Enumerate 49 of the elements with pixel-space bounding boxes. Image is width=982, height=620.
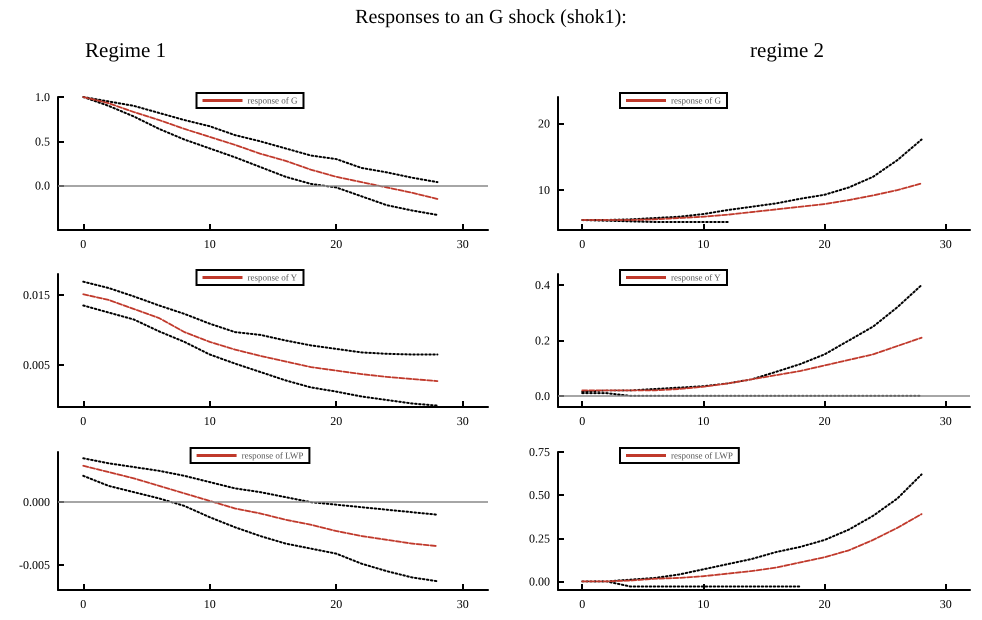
- y-tick-label: 0.75: [529, 445, 550, 459]
- y-tick-label: 20: [538, 116, 550, 131]
- legend-label: response of Y: [248, 272, 298, 282]
- y-tick-label: 1.0: [35, 90, 50, 104]
- chart-subtitle: Regime 1: [85, 38, 166, 63]
- x-tick-label: 30: [940, 597, 952, 611]
- y-tick-label: 0.25: [529, 531, 550, 546]
- x-tick-label: 10: [697, 597, 710, 611]
- x-tick-label: 10: [697, 414, 710, 428]
- x-tick-label: 10: [204, 597, 216, 611]
- x-tick-label: 10: [204, 414, 216, 428]
- y-tick-label: 10: [538, 183, 550, 198]
- x-tick-label: 30: [456, 237, 469, 251]
- legend-label: response of LWP: [671, 450, 733, 460]
- x-tick-label: 0: [579, 414, 586, 428]
- chart-title: Responses to an G shock (shok1):: [354, 6, 628, 29]
- x-tick-label: 20: [330, 597, 342, 611]
- y-tick-label: 0.0: [535, 388, 550, 403]
- x-tick-label: 20: [330, 237, 342, 251]
- x-tick-label: 10: [697, 237, 710, 251]
- legend-label: response of G: [671, 96, 722, 106]
- x-tick-label: 0: [80, 414, 86, 428]
- chart-subtitle: regime 2: [750, 38, 824, 63]
- y-tick-label: 0.2: [535, 334, 550, 348]
- y-tick-label: 0.005: [23, 358, 50, 372]
- x-tick-label: 0: [80, 597, 86, 611]
- legend-label: response of LWP: [242, 450, 304, 460]
- x-tick-label: 20: [818, 414, 831, 428]
- x-tick-label: 0: [579, 237, 586, 251]
- y-tick-label: 0.015: [23, 288, 50, 302]
- legend-label: response of Y: [671, 272, 722, 282]
- x-tick-label: 0: [579, 597, 586, 611]
- x-tick-label: 20: [818, 237, 831, 251]
- y-tick-label: -0.005: [19, 558, 50, 572]
- y-tick-label: 0.5: [35, 134, 50, 148]
- y-tick-label: 0.4: [535, 278, 550, 292]
- y-tick-label: 0.0: [35, 178, 50, 193]
- x-tick-label: 30: [940, 414, 952, 428]
- y-tick-label: 0.50: [529, 488, 550, 502]
- x-tick-label: 30: [456, 414, 469, 428]
- y-tick-label: 0.000: [23, 495, 50, 510]
- x-tick-label: 10: [204, 237, 216, 251]
- x-tick-label: 20: [330, 414, 342, 428]
- x-tick-label: 20: [818, 597, 831, 611]
- x-tick-label: 30: [456, 597, 469, 611]
- x-tick-label: 30: [940, 237, 952, 251]
- y-tick-label: 0.00: [529, 574, 550, 588]
- x-tick-label: 0: [80, 237, 86, 251]
- legend-label: response of G: [248, 96, 298, 106]
